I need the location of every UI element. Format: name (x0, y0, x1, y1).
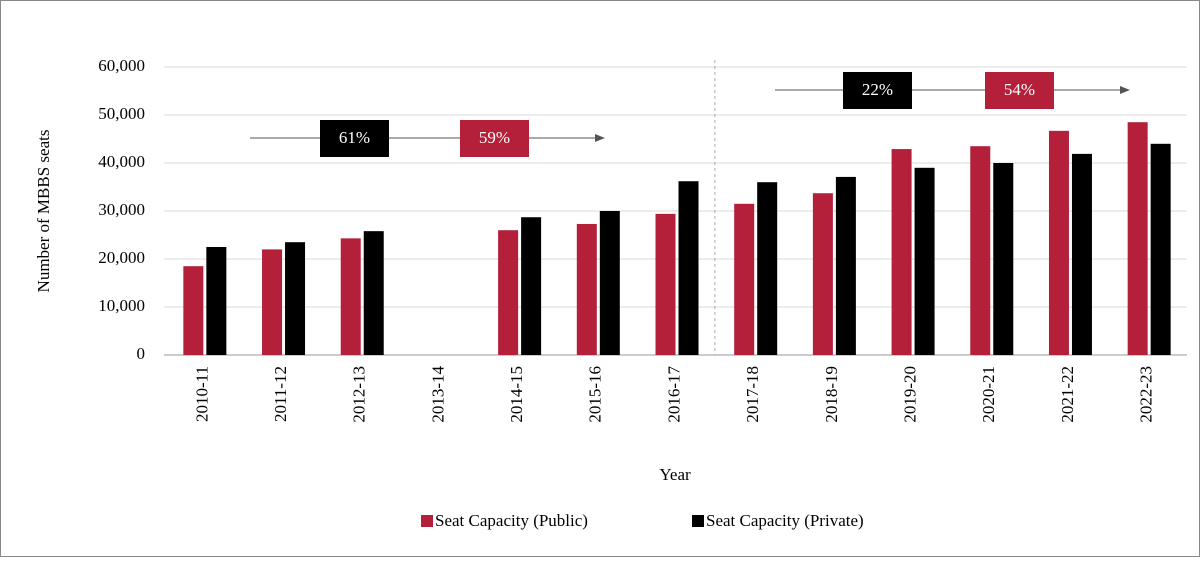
annotation-label: 22% (862, 80, 893, 99)
y-axis-title: Number of MBBS seats (34, 130, 53, 293)
bar (340, 238, 361, 355)
annotation-label: 54% (1004, 80, 1035, 99)
bar (734, 203, 755, 355)
x-tick-label: 2014-15 (507, 366, 526, 423)
y-tick-label: 20,000 (98, 248, 145, 267)
bar (1071, 153, 1092, 355)
annotation-label: 61% (339, 128, 370, 147)
x-tick-label: 2016-17 (664, 366, 683, 423)
x-tick-label: 2015-16 (586, 366, 605, 423)
x-tick-label: 2013-14 (428, 366, 447, 423)
y-tick-label: 40,000 (98, 152, 145, 171)
bar (206, 247, 227, 355)
legend-label: Seat Capacity (Private) (706, 511, 864, 530)
legend-swatch (421, 515, 433, 527)
legend-swatch (692, 515, 704, 527)
x-tick-label: 2020-21 (979, 366, 998, 423)
annotation-box (320, 120, 389, 157)
annotation-box (843, 72, 912, 109)
x-tick-label: 2022-23 (1137, 366, 1156, 423)
arrow-head (1120, 86, 1130, 94)
x-tick-label: 2019-20 (900, 366, 919, 423)
x-tick-label: 2017-18 (743, 366, 762, 423)
bar (655, 213, 676, 355)
bar (1127, 122, 1148, 355)
y-tick-label: 10,000 (98, 296, 145, 315)
y-tick-label: 50,000 (98, 104, 145, 123)
bar (262, 249, 283, 355)
y-tick-label: 0 (137, 344, 146, 363)
bar (1150, 143, 1171, 355)
bar (285, 242, 306, 355)
bar (363, 231, 384, 355)
x-tick-label: 2010-11 (192, 366, 211, 422)
bar (914, 167, 935, 355)
bar (993, 163, 1014, 355)
bar (970, 146, 991, 355)
legend-label: Seat Capacity (Public) (435, 511, 588, 530)
bar (835, 176, 856, 355)
x-axis-title: Year (659, 465, 691, 484)
annotation-box (460, 120, 529, 157)
x-tick-label: 2011-12 (271, 366, 290, 422)
bar (1048, 130, 1069, 355)
bar (183, 266, 204, 355)
y-tick-label: 60,000 (98, 56, 145, 75)
bar (757, 182, 778, 355)
bar (576, 223, 597, 355)
annotation-box (985, 72, 1054, 109)
bar (498, 230, 519, 355)
bar (891, 149, 912, 355)
x-tick-label: 2021-22 (1058, 366, 1077, 423)
bar (521, 217, 542, 355)
bar (812, 193, 833, 355)
annotation-label: 59% (479, 128, 510, 147)
bar (599, 211, 620, 355)
x-tick-label: 2012-13 (350, 366, 369, 423)
y-tick-label: 30,000 (98, 200, 145, 219)
x-tick-label: 2018-19 (822, 366, 841, 423)
arrow-head (595, 134, 605, 142)
bar (678, 181, 699, 355)
